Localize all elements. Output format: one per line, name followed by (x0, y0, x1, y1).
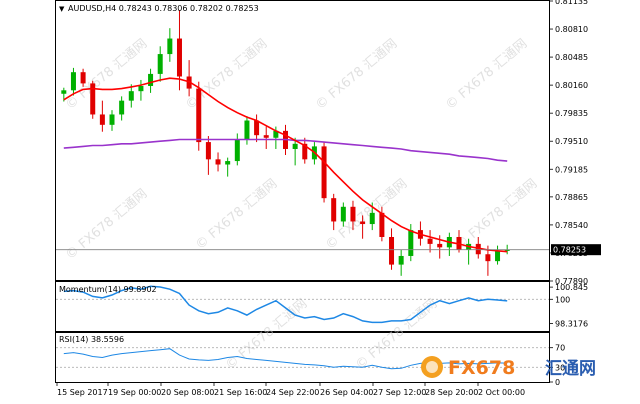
x-tick-label: 26 Sep 04:00 (320, 388, 373, 397)
x-tick-label: 20 Sep 08:00 (161, 388, 214, 397)
current-price-box (551, 244, 601, 256)
momentum-y-axis: 100.845 100 98.3176 (549, 283, 588, 329)
candle-up (292, 143, 298, 149)
rsi-tick-label: 30 (555, 363, 565, 372)
candle-up (408, 230, 414, 256)
candle-up (495, 250, 501, 262)
y-tick-label: 0.79835 (555, 109, 588, 118)
candle-down (485, 254, 491, 262)
candle-down (437, 243, 443, 248)
candle-down (360, 221, 366, 225)
candle-up (109, 114, 115, 125)
candles-layer (61, 10, 510, 276)
candle-down (321, 146, 327, 199)
logo-text-cn: 汇通网 (545, 359, 596, 379)
candle-down (254, 120, 260, 136)
watermark-text: © FX678 汇通网 (183, 36, 270, 113)
candle-down (379, 212, 385, 237)
candle-up (504, 249, 510, 251)
y-tick-label: 0.79185 (555, 165, 588, 174)
x-tick-label: 15 Sep 2017 (57, 388, 108, 397)
candle-down (205, 142, 211, 160)
candle-up (273, 130, 279, 138)
y-tick-label: 0.79510 (555, 137, 588, 146)
ma-fast-line (63, 77, 508, 253)
candle-down (302, 143, 308, 160)
current-price-label: 0.78253 (553, 246, 586, 255)
momentum-tick-label: 98.3176 (555, 320, 588, 329)
rsi-title: RSI(14) 38.5596 (59, 335, 124, 344)
candle-up (138, 85, 144, 92)
candle-down (99, 114, 105, 125)
fx678-logo: FX678 汇通网 (421, 356, 596, 379)
candle-down (80, 72, 86, 84)
x-tick-label: 2 Oct 00:00 (478, 388, 525, 397)
candle-up (128, 91, 134, 101)
x-tick-label: 27 Sep 12:00 (373, 388, 426, 397)
rsi-pane-frame (55, 332, 550, 383)
momentum-tick-label: 100 (555, 295, 570, 304)
x-tick-label: 19 Sep 00:00 (108, 388, 161, 397)
x-tick-label: 21 Sep 16:00 (214, 388, 267, 397)
watermark-text: © FX678 汇通网 (453, 176, 540, 253)
candle-up (157, 54, 163, 74)
y-tick-label: 0.81135 (555, 0, 588, 6)
symbol-dropdown-icon[interactable]: ▼ (59, 5, 65, 13)
momentum-tick-label: 100.845 (555, 283, 588, 292)
momentum-pane-frame (55, 281, 550, 332)
candle-up (340, 206, 346, 222)
time-axis: 15 Sep 2017 19 Sep 00:00 20 Sep 08:00 21 Se… (56, 383, 525, 397)
candle-up (119, 100, 125, 115)
y-tick-label: 0.78540 (555, 221, 588, 230)
x-tick-label: 24 Sep 22:00 (266, 388, 319, 397)
candle-up (70, 72, 76, 91)
candle-up (225, 161, 231, 165)
rsi-y-axis: 70 30 0 (549, 344, 565, 387)
x-tick-label: 28 Sep 20:00 (425, 388, 478, 397)
candle-down (389, 236, 395, 265)
candle-up (234, 139, 240, 162)
watermark-text: © FX678 汇通网 (63, 186, 150, 263)
candle-up (398, 255, 404, 265)
momentum-title: Momentum(14) 99.8902 (59, 285, 157, 294)
candle-down (215, 159, 221, 165)
candle-up (61, 90, 67, 94)
candle-down (176, 38, 182, 77)
watermark-text: © FX678 汇通网 (223, 296, 310, 373)
y-tick-label: 0.78865 (555, 193, 588, 202)
candle-up (148, 73, 154, 86)
candle-up (369, 212, 375, 225)
symbol-header: AUDUSD,H4 0.78243 0.78306 0.78202 0.7825… (68, 4, 259, 13)
main-pane-frame (55, 0, 550, 281)
y-tick-label: 0.77890 (555, 277, 588, 286)
candle-down (475, 243, 481, 255)
candle-down (427, 238, 433, 244)
candle-down (263, 135, 269, 138)
candle-down (350, 206, 356, 222)
watermark-text: © FX678 汇通网 (313, 36, 400, 113)
rsi-tick-label: 0 (555, 378, 560, 387)
watermark-text: © FX678 汇通网 (443, 36, 530, 113)
y-tick-label: 0.80485 (555, 53, 588, 62)
main-y-axis: 0.81135 0.80810 0.80485 0.80160 0.79835 0.795… (549, 0, 588, 286)
candle-down (90, 83, 96, 115)
logo-inner-icon (426, 361, 438, 373)
y-tick-label: 0.80810 (555, 25, 588, 34)
logo-text-fx: FX678 (448, 357, 515, 379)
candle-up (244, 120, 250, 140)
watermark-text: © FX678 汇通网 (63, 36, 150, 113)
y-tick-label: 0.80160 (555, 81, 588, 90)
rsi-tick-label: 70 (555, 344, 565, 353)
candle-up (167, 38, 173, 55)
watermark-text: © FX678 汇通网 (193, 176, 280, 253)
candle-down (196, 88, 202, 143)
momentum-line (63, 285, 508, 324)
candle-down (331, 198, 337, 222)
ma-slow-line (63, 138, 508, 162)
